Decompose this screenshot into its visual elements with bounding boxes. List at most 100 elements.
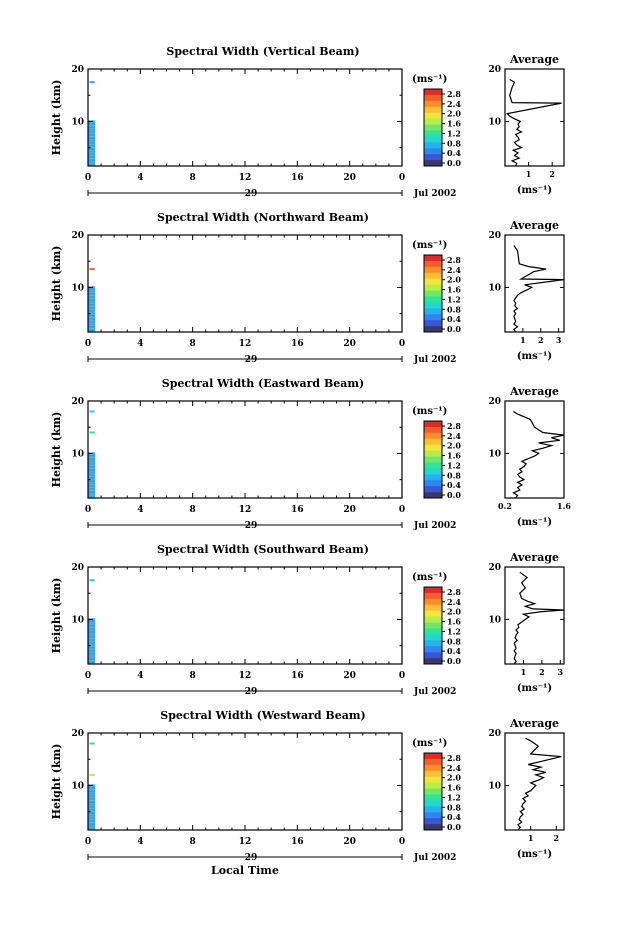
- data-cell: [88, 320, 96, 322]
- data-cell: [88, 632, 96, 634]
- data-cell: [88, 465, 96, 467]
- data-cell: [88, 804, 96, 806]
- data-cell: [88, 125, 96, 127]
- data-cell: [88, 311, 96, 313]
- colorbar-swatch: [424, 272, 442, 279]
- data-cell: [88, 298, 96, 300]
- x-tick-label: 0: [399, 671, 405, 681]
- data-cell: [88, 472, 96, 474]
- data-cell: [88, 479, 96, 480]
- average-y-tick-label: 20: [488, 231, 501, 241]
- data-cell: [88, 127, 96, 129]
- data-cell: [88, 624, 96, 626]
- colorbar-tick-label: 2.0: [447, 275, 461, 285]
- data-cell: [88, 289, 96, 291]
- x-tick-label: 0: [85, 505, 91, 515]
- colorbar-tick-label: 0.4: [447, 148, 461, 158]
- data-cell: [88, 309, 96, 311]
- data-cell: [88, 161, 96, 163]
- data-cell: [88, 642, 96, 644]
- data-cell: [88, 792, 96, 794]
- data-cell: [88, 124, 96, 126]
- data-cell: [88, 629, 96, 631]
- data-cell: [88, 490, 96, 492]
- data-cell: [88, 496, 96, 498]
- data-cell: [88, 126, 96, 128]
- colorbar-swatch: [424, 758, 442, 766]
- x-tick-label: 4: [137, 339, 143, 349]
- colorbar-swatch: [424, 266, 442, 274]
- data-cell: [88, 826, 96, 828]
- data-cell: [88, 488, 96, 490]
- data-cell: [88, 643, 96, 645]
- data-cell: [88, 786, 96, 788]
- data-cell: [88, 627, 96, 628]
- data-cell: [88, 485, 96, 487]
- data-cell: [88, 634, 96, 635]
- data-cell: [88, 134, 96, 136]
- x-tick-label: 0: [399, 173, 405, 183]
- colorbar-swatch: [424, 468, 442, 475]
- data-cell: [88, 811, 96, 812]
- data-cell: [88, 120, 96, 122]
- data-cell: [88, 636, 96, 638]
- panel-5: Spectral Width (Westward Beam)0 4 8 12 16 20 0…: [50, 709, 565, 877]
- x-tick-label: 20: [343, 671, 356, 681]
- data-cell: [88, 329, 96, 331]
- data-cell: [88, 477, 96, 479]
- data-cell: [88, 326, 96, 328]
- x-tick-label: 0: [85, 339, 91, 349]
- plot-frame: [87, 566, 403, 665]
- colorbar-tick-label: 1.2: [447, 792, 461, 802]
- colorbar-swatch: [424, 764, 442, 772]
- data-cell: [88, 153, 96, 155]
- colorbar-tick-label: 0.0: [447, 324, 461, 334]
- data-cell: [88, 634, 96, 636]
- data-cell: [88, 291, 96, 292]
- data-cell: [88, 796, 96, 798]
- data-cell: [88, 795, 96, 797]
- day-label: 29: [245, 687, 258, 697]
- average-frame: [504, 400, 565, 499]
- colorbar-swatch: [424, 426, 442, 434]
- average-x-tick-label: 1: [528, 833, 534, 843]
- colorbar-swatch: [424, 290, 442, 297]
- colorbar-tick-label: 2.0: [447, 607, 461, 617]
- data-cell: [88, 619, 96, 621]
- data-cell: [88, 660, 96, 661]
- data-cell: [88, 476, 96, 478]
- data-cell: [88, 133, 96, 135]
- data-cell: [88, 784, 96, 786]
- data-cell: [88, 804, 96, 805]
- data-cell: [88, 621, 96, 623]
- x-tick-label: 12: [239, 339, 252, 349]
- data-cell: [88, 470, 96, 472]
- data-cell: [88, 312, 96, 314]
- colorbar-swatch: [424, 646, 442, 653]
- panel-title: Spectral Width (Southward Beam): [157, 543, 369, 556]
- data-cell: [88, 154, 96, 156]
- data-cell: [88, 461, 96, 463]
- colorbar-tick-label: 0.4: [447, 646, 461, 656]
- data-cell: [88, 453, 96, 455]
- colorbar-swatch: [424, 118, 442, 125]
- month-label: Jul 2002: [413, 189, 456, 199]
- colorbar-unit: (ms⁻¹): [412, 74, 447, 85]
- colorbar-swatch: [424, 474, 442, 481]
- colorbar-swatch: [424, 800, 442, 807]
- data-cell: [88, 321, 96, 323]
- average-frame: [504, 732, 565, 831]
- colorbar-unit: (ms⁻¹): [412, 738, 447, 749]
- data-cell: [88, 293, 96, 295]
- average-profile-line: [516, 737, 562, 831]
- data-cell: [88, 467, 96, 469]
- month-label: Jul 2002: [413, 355, 456, 365]
- x-tick-label: 16: [291, 505, 304, 515]
- data-cell: [88, 468, 96, 469]
- data-cell: [88, 661, 96, 663]
- data-cell: [88, 797, 96, 799]
- data-cell: [88, 828, 96, 830]
- colorbar-swatch: [424, 296, 442, 303]
- colorbar-tick-label: 1.6: [447, 285, 461, 295]
- colorbar-tick-label: 0.0: [447, 158, 461, 168]
